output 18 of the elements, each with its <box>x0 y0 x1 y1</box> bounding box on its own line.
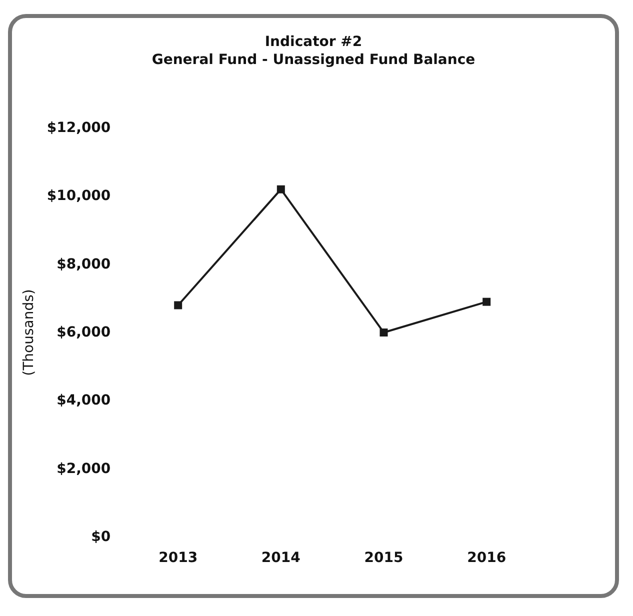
y-tick-label: $8,000 <box>56 256 111 272</box>
chart-subtitle: General Fund - Unassigned Fund Balance <box>152 52 476 68</box>
y-tick-label: $2,000 <box>56 460 111 477</box>
x-tick-label: 2016 <box>467 550 506 566</box>
y-axis-title: (Thousands) <box>21 289 37 376</box>
chart-title: Indicator #2 <box>264 34 362 50</box>
point <box>174 301 182 310</box>
x-tick-label: 2013 <box>158 550 198 566</box>
x-tick-label: 2015 <box>364 550 404 566</box>
x-tick-label: 2014 <box>261 550 301 566</box>
y-tick-label: $6,000 <box>56 324 111 340</box>
y-tick-label: $4,000 <box>56 392 111 409</box>
point <box>482 298 491 306</box>
y-tick-label: $10,000 <box>46 188 111 204</box>
point <box>380 328 388 336</box>
y-tick-label: $0 <box>91 529 111 545</box>
y-tick-label: $12,000 <box>46 120 111 136</box>
point <box>276 185 285 194</box>
